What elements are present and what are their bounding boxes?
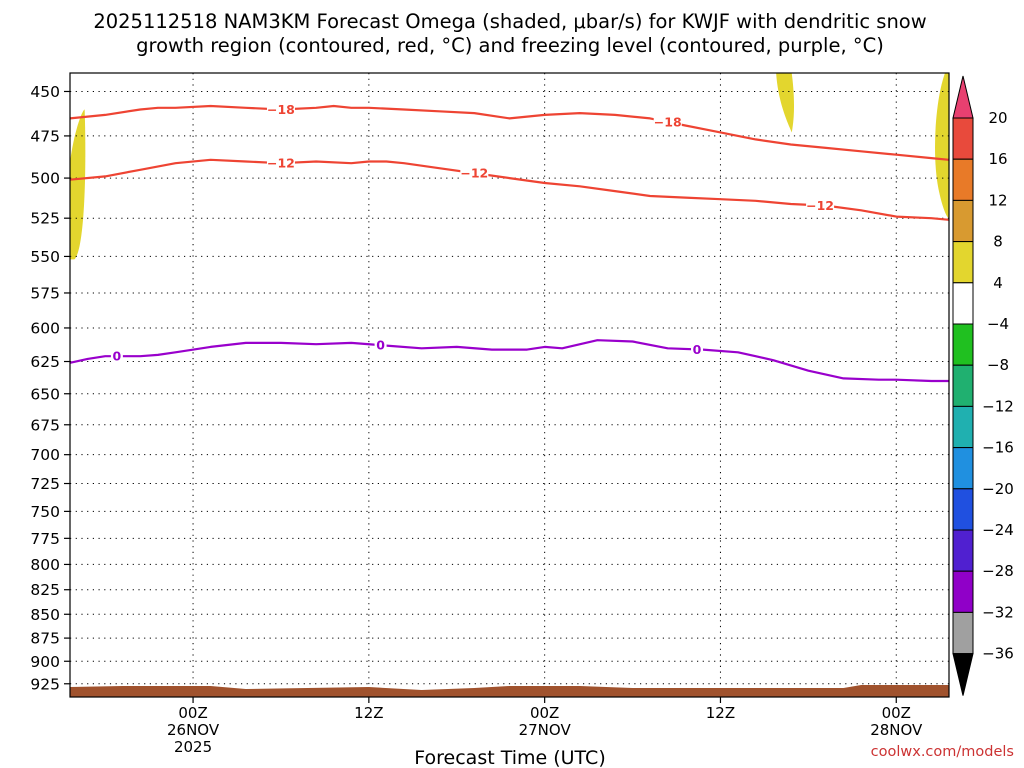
y-tick-label: 650 [30,385,60,403]
colorbar-label: −20 [982,480,1014,498]
contour-label-bg [110,349,123,364]
colorbar-segment [952,405,974,449]
y-tick-label: 700 [30,446,60,464]
colorbar-segment [952,364,974,407]
y-tick-label: 900 [30,653,60,671]
colorbar-label: −24 [982,521,1014,539]
colorbar-segment [952,570,974,613]
colorbar-segment [952,529,974,572]
y-tick-label: 500 [30,170,60,188]
contour-label-bg [653,114,682,129]
x-tick-label: 12Z [706,704,735,722]
y-tick-label: 450 [30,83,60,101]
colorbar-segment [952,611,974,655]
y-tick-label: 725 [30,475,60,493]
colorbar-label: 4 [993,274,1003,292]
colorbar-label: −28 [982,562,1014,580]
contour-label-bg [460,166,489,181]
x-tick-label: 2025 [174,738,212,756]
y-tick-label: 625 [30,353,60,371]
colorbar-label: −16 [982,439,1014,457]
colorbar-label: −4 [987,315,1009,333]
x-axis-title: Forecast Time (UTC) [414,747,605,768]
x-tick-label: 27NOV [519,721,572,739]
x-tick-label: 26NOV [167,721,220,739]
colorbar-bottom-arrow [952,653,974,696]
colorbar-label: 20 [988,109,1007,127]
terrain-strip [70,685,949,697]
plot-background [70,73,949,697]
colorbar-label: −32 [982,603,1014,621]
contour-label: −18 [267,102,295,117]
contour-label-bg [806,198,835,213]
colorbar-segment [952,282,974,325]
contour-labels: −18 −18 −12 −12 −12 0 0 0 [110,102,835,364]
contour-label: −12 [806,198,834,213]
colorbar-label: 16 [988,150,1007,168]
plot-frame [69,72,950,698]
omega-shade-region [935,73,949,219]
colorbar-segment [952,488,974,531]
x-tick-label: 00Z [178,704,207,722]
y-tick-label: 525 [30,210,60,228]
colorbar-label: 8 [993,233,1003,251]
y-tick-label: 775 [30,530,60,548]
contour-label-bg [691,342,704,357]
x-tick-label: 00Z [530,704,559,722]
y-tick-label: 600 [30,319,60,337]
contour-label: 0 [376,338,385,353]
contour-label: 0 [113,349,122,364]
colorbar-segment [952,158,974,201]
contour-line-minus18 [69,104,950,161]
omega-shading [70,73,949,260]
colorbar-segment [952,323,974,366]
colorbar-label: −36 [982,645,1014,663]
colorbar-label: −8 [987,356,1009,374]
y-tick-label: 925 [30,675,60,693]
y-tick-label: 550 [30,248,60,266]
contour-label: 0 [693,342,702,357]
contour-label-bg [266,102,295,117]
contour-label-bg [374,338,387,353]
x-tick-label: 12Z [354,704,383,722]
contour-label: −12 [460,166,488,181]
y-tick-label: 750 [30,503,60,521]
x-tick-label: 28NOV [870,721,923,739]
y-tick-label: 475 [30,127,60,145]
y-tick-label: 675 [30,416,60,434]
colorbar-label: 12 [988,191,1007,209]
x-tick-label: 00Z [882,704,911,722]
omega-shade-region [70,109,86,260]
y-tick-label: 875 [30,630,60,648]
y-tick-label: 850 [30,606,60,624]
y-tick-label: 575 [30,284,60,302]
colorbar-segment [952,447,974,490]
colorbar: 20 16 12 8 4 −4 −8 −12 −16 −20 −24 −28 −32 −36 [952,75,1014,696]
contour-label: −18 [654,114,682,129]
contour-label: −12 [267,156,295,171]
y-tick-label: 825 [30,581,60,599]
contour-label-bg [266,156,295,171]
chart-title-line2: growth region (contoured, red, °C) and f… [136,34,884,57]
colorbar-segment [952,117,974,160]
colorbar-label: −12 [982,397,1014,415]
contour-line-0 [69,339,949,383]
credit-text: coolwx.com/models [871,744,1014,760]
colorbar-top-arrow [952,75,974,119]
colorbar-segment [952,199,974,243]
chart-title-line1: 2025112518 NAM3KM Forecast Omega (shaded… [93,10,926,33]
omega-shade-region [776,73,795,133]
colorbar-segment [952,241,974,284]
y-axis-ticks: 450 475 500 525 550 575 600 625 650 675 700 725 750 7… [30,83,70,693]
terrain-fill [70,685,949,697]
y-tick-label: 800 [30,556,60,574]
